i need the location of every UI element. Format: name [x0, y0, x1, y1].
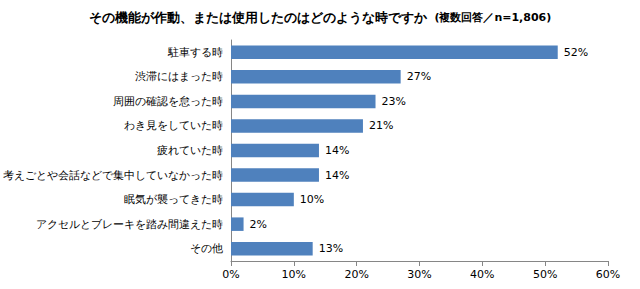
- svg-text:40%: 40%: [470, 268, 494, 281]
- svg-text:0%: 0%: [222, 268, 239, 281]
- svg-text:その機能が作動、または使用したのはどのような時ですか: その機能が作動、または使用したのはどのような時ですか: [89, 10, 428, 25]
- svg-text:60%: 60%: [596, 268, 620, 281]
- svg-text:その他: その他: [190, 242, 223, 255]
- svg-text:10%: 10%: [282, 268, 306, 281]
- svg-text:21%: 21%: [369, 119, 393, 132]
- svg-text:アクセルとブレーキを踏み間違えた時: アクセルとブレーキを踏み間違えた時: [36, 218, 223, 231]
- svg-text:周囲の確認を怠った時: 周囲の確認を怠った時: [113, 95, 223, 108]
- svg-text:20%: 20%: [344, 268, 368, 281]
- svg-text:23%: 23%: [382, 95, 406, 108]
- svg-text:52%: 52%: [564, 46, 588, 59]
- svg-text:27%: 27%: [407, 70, 431, 83]
- svg-text:2%: 2%: [250, 218, 267, 231]
- svg-text:14%: 14%: [325, 169, 349, 182]
- svg-text:(複数回答／n=1,806): (複数回答／n=1,806): [427, 11, 552, 24]
- svg-text:10%: 10%: [300, 193, 324, 206]
- svg-text:渋滞にはまった時: 渋滞にはまった時: [135, 70, 223, 83]
- svg-text:30%: 30%: [407, 268, 431, 281]
- svg-text:14%: 14%: [325, 144, 349, 157]
- svg-text:13%: 13%: [319, 242, 343, 255]
- svg-text:疲れていた時: 疲れていた時: [157, 144, 223, 157]
- svg-text:駐車する時: 駐車する時: [167, 46, 223, 59]
- svg-text:50%: 50%: [533, 268, 557, 281]
- svg-text:わき見をしていた時: わき見をしていた時: [124, 119, 223, 132]
- svg-text:考えごとや会話などで集中していなかった時: 考えごとや会話などで集中していなかった時: [3, 169, 223, 182]
- svg-text:眠気が襲ってきた時: 眠気が襲ってきた時: [124, 193, 223, 206]
